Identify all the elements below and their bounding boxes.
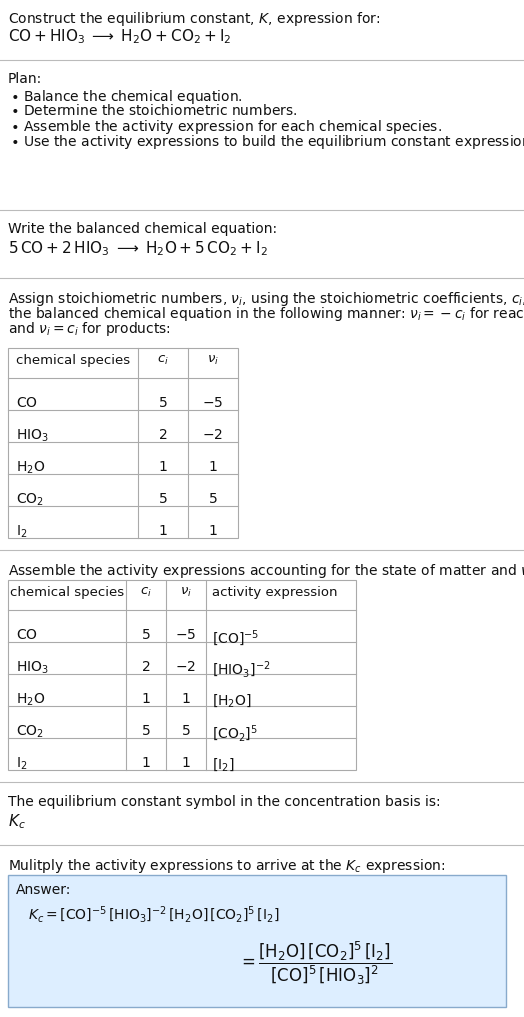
Text: chemical species: chemical species bbox=[10, 586, 124, 599]
Text: 1: 1 bbox=[181, 692, 190, 706]
Text: The equilibrium constant symbol in the concentration basis is:: The equilibrium constant symbol in the c… bbox=[8, 795, 441, 809]
Text: $-2$: $-2$ bbox=[176, 660, 196, 674]
Text: 1: 1 bbox=[209, 460, 217, 474]
Text: 5: 5 bbox=[159, 396, 167, 410]
Text: $\bullet$ Use the activity expressions to build the equilibrium constant express: $\bullet$ Use the activity expressions t… bbox=[10, 133, 524, 151]
Text: 2: 2 bbox=[159, 428, 167, 442]
Text: 5: 5 bbox=[141, 629, 150, 642]
Text: Construct the equilibrium constant, $K$, expression for:: Construct the equilibrium constant, $K$,… bbox=[8, 10, 380, 28]
Text: $\bullet$ Determine the stoichiometric numbers.: $\bullet$ Determine the stoichiometric n… bbox=[10, 103, 298, 118]
Text: $\mathrm{CO_2}$: $\mathrm{CO_2}$ bbox=[16, 724, 44, 740]
Text: $-5$: $-5$ bbox=[202, 396, 224, 410]
Text: $\mathrm{HIO_3}$: $\mathrm{HIO_3}$ bbox=[16, 428, 49, 444]
Text: 1: 1 bbox=[181, 756, 190, 770]
Text: 1: 1 bbox=[159, 460, 168, 474]
Text: $\mathrm{I_2}$: $\mathrm{I_2}$ bbox=[16, 524, 27, 540]
Text: $\mathrm{HIO_3}$: $\mathrm{HIO_3}$ bbox=[16, 660, 49, 676]
Text: $K_c = [\mathrm{CO}]^{-5}\,[\mathrm{HIO_3}]^{-2}\,[\mathrm{H_2O}]\,[\mathrm{CO_2: $K_c = [\mathrm{CO}]^{-5}\,[\mathrm{HIO_… bbox=[28, 905, 279, 925]
Text: $\bullet$ Balance the chemical equation.: $\bullet$ Balance the chemical equation. bbox=[10, 88, 243, 106]
Text: $= \dfrac{[\mathrm{H_2O}]\,[\mathrm{CO_2}]^5\,[\mathrm{I_2}]}{[\mathrm{CO}]^5\,[: $= \dfrac{[\mathrm{H_2O}]\,[\mathrm{CO_2… bbox=[238, 940, 392, 988]
Text: 1: 1 bbox=[141, 756, 150, 770]
Text: $[\mathrm{CO_2}]^5$: $[\mathrm{CO_2}]^5$ bbox=[212, 724, 258, 744]
Text: $\mathrm{CO}$: $\mathrm{CO}$ bbox=[16, 396, 38, 410]
Text: $[\mathrm{I_2}]$: $[\mathrm{I_2}]$ bbox=[212, 756, 235, 773]
Text: Assign stoichiometric numbers, $\nu_i$, using the stoichiometric coefficients, $: Assign stoichiometric numbers, $\nu_i$, … bbox=[8, 290, 524, 308]
Text: 5: 5 bbox=[209, 492, 217, 506]
Text: $\mathrm{CO}$: $\mathrm{CO}$ bbox=[16, 629, 38, 642]
Text: 1: 1 bbox=[159, 524, 168, 538]
Text: $\bullet$ Assemble the activity expression for each chemical species.: $\bullet$ Assemble the activity expressi… bbox=[10, 118, 442, 136]
Text: activity expression: activity expression bbox=[212, 586, 337, 599]
Bar bbox=[8, 580, 356, 770]
Text: $-2$: $-2$ bbox=[202, 428, 224, 442]
Bar bbox=[8, 348, 238, 538]
Text: and $\nu_i = c_i$ for products:: and $\nu_i = c_i$ for products: bbox=[8, 320, 171, 338]
Text: $[\mathrm{CO}]^{-5}$: $[\mathrm{CO}]^{-5}$ bbox=[212, 629, 259, 648]
Text: 5: 5 bbox=[159, 492, 167, 506]
Text: Plan:: Plan: bbox=[8, 72, 42, 86]
Text: Write the balanced chemical equation:: Write the balanced chemical equation: bbox=[8, 222, 277, 236]
FancyBboxPatch shape bbox=[8, 875, 506, 1007]
Text: $c_i$: $c_i$ bbox=[157, 354, 169, 367]
Text: $[\mathrm{H_2O}]$: $[\mathrm{H_2O}]$ bbox=[212, 692, 252, 709]
Text: $\mathrm{H_2O}$: $\mathrm{H_2O}$ bbox=[16, 692, 45, 709]
Text: 1: 1 bbox=[209, 524, 217, 538]
Text: $[\mathrm{HIO_3}]^{-2}$: $[\mathrm{HIO_3}]^{-2}$ bbox=[212, 660, 270, 680]
Text: $\mathrm{H_2O}$: $\mathrm{H_2O}$ bbox=[16, 460, 45, 476]
Text: $K_c$: $K_c$ bbox=[8, 812, 26, 831]
Text: 2: 2 bbox=[141, 660, 150, 674]
Text: 5: 5 bbox=[182, 724, 190, 738]
Text: $-5$: $-5$ bbox=[176, 629, 196, 642]
Text: the balanced chemical equation in the following manner: $\nu_i = -c_i$ for react: the balanced chemical equation in the fo… bbox=[8, 305, 524, 323]
Text: $\mathrm{CO + HIO_3 \;\longrightarrow\; H_2O + CO_2 + I_2}$: $\mathrm{CO + HIO_3 \;\longrightarrow\; … bbox=[8, 27, 232, 46]
Text: chemical species: chemical species bbox=[16, 354, 130, 367]
Text: $\nu_i$: $\nu_i$ bbox=[180, 586, 192, 599]
Text: $c_i$: $c_i$ bbox=[140, 586, 152, 599]
Text: $\nu_i$: $\nu_i$ bbox=[207, 354, 219, 367]
Text: 5: 5 bbox=[141, 724, 150, 738]
Text: $\mathrm{CO_2}$: $\mathrm{CO_2}$ bbox=[16, 492, 44, 508]
Text: $5\,\mathrm{CO + 2\,HIO_3 \;\longrightarrow\; H_2O + 5\,CO_2 + I_2}$: $5\,\mathrm{CO + 2\,HIO_3 \;\longrightar… bbox=[8, 239, 268, 257]
Text: $\mathrm{I_2}$: $\mathrm{I_2}$ bbox=[16, 756, 27, 772]
Text: Mulitply the activity expressions to arrive at the $K_c$ expression:: Mulitply the activity expressions to arr… bbox=[8, 857, 445, 875]
Text: Answer:: Answer: bbox=[16, 883, 71, 897]
Text: Assemble the activity expressions accounting for the state of matter and $\nu_i$: Assemble the activity expressions accoun… bbox=[8, 562, 524, 580]
Text: 1: 1 bbox=[141, 692, 150, 706]
